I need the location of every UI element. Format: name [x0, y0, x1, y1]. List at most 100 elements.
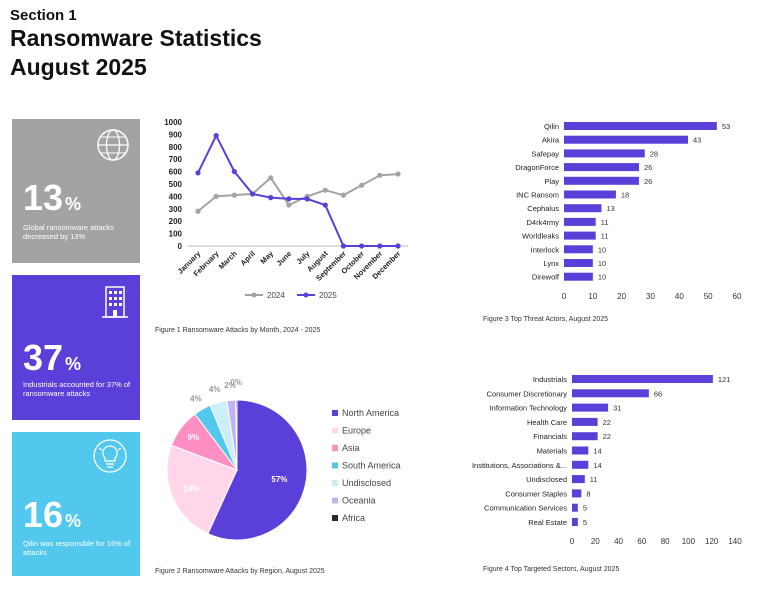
bar — [572, 489, 582, 498]
y-tick-label: 500 — [169, 180, 183, 189]
category-label: Play — [544, 177, 559, 186]
data-point — [268, 175, 274, 181]
x-tick-label: 20 — [591, 537, 600, 546]
data-point — [195, 170, 201, 176]
data-label: 31 — [613, 404, 621, 413]
data-point — [213, 133, 219, 139]
category-label: Consumer Staples — [505, 489, 567, 498]
data-label: 121 — [718, 375, 731, 384]
bar — [564, 163, 639, 172]
bar — [572, 389, 649, 398]
category-label: Consumer Discretionary — [487, 389, 568, 398]
stat-card-qilin: 16% Qilin was responsible for 16% of att… — [12, 432, 140, 576]
data-point — [304, 196, 310, 202]
legend-label: 2025 — [319, 291, 337, 300]
data-point — [340, 243, 347, 249]
data-point — [322, 187, 328, 193]
region-pie-chart: 57%24%9%4%4% 2%0%North AmericaEuropeAsiaS… — [166, 378, 401, 541]
category-label: D4rk4rmy — [526, 218, 559, 227]
bar — [564, 190, 616, 199]
threat-actors-bar-chart: Qilin 53 Akira 43 Safepay 28 DragonForce 26 Play… — [515, 122, 742, 301]
data-point — [377, 172, 383, 178]
category-label: Communication Services — [484, 504, 567, 513]
bar — [572, 460, 589, 469]
x-tick-label: 50 — [704, 292, 713, 301]
monthly-attacks-line-chart: 01002003004005006007008009001000JanuaryF… — [164, 118, 408, 300]
x-tick-label: March — [217, 249, 239, 271]
legend-label: Oceania — [342, 496, 376, 506]
y-tick-label: 800 — [169, 143, 183, 152]
stat-card-industrials: 37% Industrials accounted for 37% of ran… — [12, 275, 140, 420]
category-label: Undisclosed — [526, 475, 567, 484]
category-label: Health Care — [527, 418, 567, 427]
pie-slice — [207, 399, 308, 541]
bar — [564, 231, 596, 240]
bar — [572, 403, 609, 412]
legend-marker — [251, 292, 257, 298]
bar — [572, 375, 713, 383]
y-tick-label: 0 — [178, 242, 183, 251]
x-tick-label: May — [258, 248, 275, 265]
legend-label: North America — [342, 408, 399, 418]
data-point — [286, 202, 292, 208]
legend-swatch — [332, 497, 338, 504]
globe-icon — [97, 129, 129, 161]
legend-label: Europe — [342, 426, 371, 436]
legend-swatch — [332, 427, 338, 434]
data-label: 10 — [598, 259, 606, 268]
y-tick-label: 300 — [169, 205, 183, 214]
series-line-2025 — [197, 133, 398, 247]
category-label: Institutions, Associations &... — [472, 461, 567, 470]
bar — [564, 204, 602, 213]
slice-label: 4% — [209, 385, 221, 394]
legend-swatch — [332, 462, 338, 469]
data-label: 11 — [601, 232, 609, 241]
y-tick-label: 900 — [169, 130, 183, 139]
category-label: Materials — [537, 447, 568, 456]
category-label: Lynx — [543, 259, 559, 268]
data-label: 26 — [644, 177, 652, 186]
legend-swatch — [332, 515, 338, 521]
bar — [564, 217, 596, 226]
x-tick-label: 10 — [588, 292, 597, 301]
x-tick-label: April — [239, 249, 257, 267]
data-point — [340, 192, 347, 198]
data-point — [249, 191, 256, 197]
x-tick-label: 100 — [682, 537, 696, 546]
x-tick-label: 60 — [637, 537, 646, 546]
figure-1-caption: Figure 1 Ransomware Attacks by Month, 20… — [155, 327, 321, 334]
y-tick-label: 700 — [169, 155, 183, 164]
slice-label: 9% — [188, 433, 200, 442]
y-tick-label: 600 — [169, 168, 183, 177]
data-point — [395, 243, 401, 249]
category-label: Financials — [533, 432, 567, 441]
building-icon — [102, 286, 128, 318]
bar — [572, 446, 589, 455]
data-point — [322, 202, 328, 208]
data-label: 11 — [601, 218, 609, 227]
figure-2-caption: Figure 2 Ransomware Attacks by Region, A… — [155, 568, 325, 575]
data-label: 5 — [583, 518, 587, 527]
bar — [564, 135, 688, 144]
data-point — [395, 171, 401, 177]
stat-caption: Industrials accounted for 37% of ransomw… — [23, 380, 131, 398]
category-label: Direwolf — [532, 273, 560, 282]
y-tick-label: 200 — [169, 217, 183, 226]
stat-caption: Qilin was responsible for 16% of attacks — [23, 539, 131, 557]
legend-label: Asia — [342, 443, 360, 453]
data-point — [377, 243, 383, 249]
stat-card-global: 13% Global ransomware attacks decreased … — [12, 119, 140, 263]
x-tick-label: 60 — [733, 292, 742, 301]
x-tick-label: 140 — [728, 537, 742, 546]
bar — [564, 176, 639, 185]
data-point — [231, 192, 237, 198]
figure-4-caption: Figure 4 Top Targeted Sectors, August 20… — [483, 566, 620, 573]
x-tick-label: 40 — [675, 292, 684, 301]
stat-value: 13 — [23, 177, 64, 218]
lightbulb-icon — [93, 439, 127, 473]
data-label: 22 — [603, 432, 611, 441]
stat-caption: Global ransomware attacks decreased by 1… — [23, 223, 114, 241]
legend-label: South America — [342, 461, 401, 471]
stat-unit: % — [65, 354, 82, 374]
pie-slice — [166, 444, 238, 535]
